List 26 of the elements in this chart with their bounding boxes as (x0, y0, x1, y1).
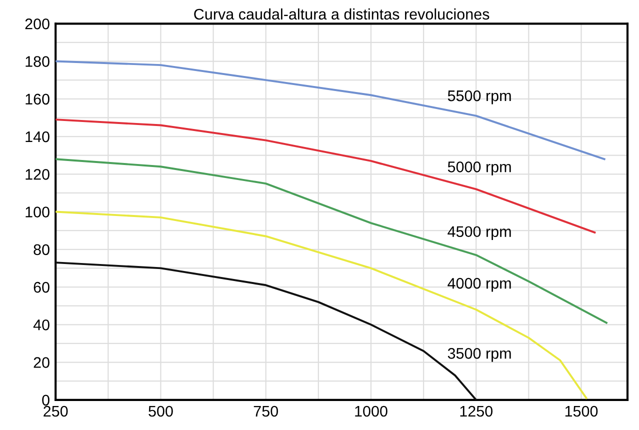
y-tick-label: 180 (26, 56, 50, 67)
line-series (56, 60, 606, 160)
y-tick-label: 200 (25, 18, 50, 30)
y-tick-label: 60 (34, 282, 50, 293)
x-tick-label: 750 (254, 406, 278, 417)
chart-title: Curva caudal-altura a distintas revoluciones (194, 8, 490, 20)
y-tick-label: 0 (42, 394, 50, 406)
y-tick-label: 20 (34, 357, 50, 368)
y-tick-label: 80 (34, 244, 50, 256)
line-series (56, 210, 588, 399)
y-tick-label: 120 (26, 169, 50, 180)
x-tick-label: 500 (148, 406, 173, 417)
series-label: 5500 rpm (448, 90, 511, 104)
x-tick-label: 250 (44, 406, 68, 417)
x-tick-label: 1500 (565, 406, 598, 417)
series-label: 4000 rpm (448, 278, 511, 292)
y-tick-label: 100 (26, 206, 50, 218)
series-label: 5000 rpm (448, 161, 511, 176)
y-tick-label: 140 (26, 131, 50, 142)
series-label: 3500 rpm (448, 348, 511, 362)
x-tick-label: 1000 (355, 406, 388, 417)
series-label: 4500 rpm (448, 226, 511, 240)
y-tick-label: 40 (33, 320, 50, 330)
y-tick-label: 160 (26, 94, 50, 105)
line-series (56, 158, 608, 324)
x-tick-label: 1250 (460, 406, 493, 417)
